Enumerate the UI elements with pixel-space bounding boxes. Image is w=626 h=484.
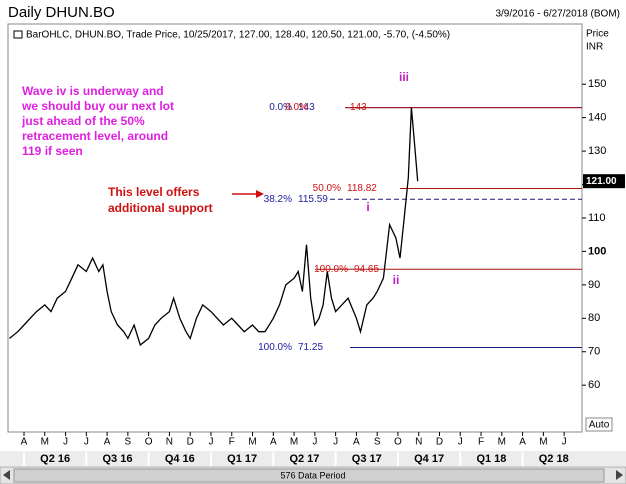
fib-pct: 0.0% — [285, 102, 308, 113]
x-tick-label: A — [353, 437, 360, 448]
quarter-label: Q3 16 — [102, 453, 132, 465]
wave-note: we should buy our next lot — [21, 99, 174, 113]
x-tick-label: A — [104, 437, 111, 448]
x-tick-label: M — [498, 437, 506, 448]
x-tick-label: M — [41, 437, 49, 448]
y-tick-label: 140 — [588, 112, 606, 124]
scroll-thumb — [13, 468, 605, 483]
wave-label: ii — [393, 273, 400, 287]
y-tick-label: 70 — [588, 346, 600, 358]
last-price-box — [583, 174, 625, 189]
x-tick-label: J — [84, 437, 89, 448]
x-tick-label: S — [125, 437, 132, 448]
quarter-label: Q1 18 — [476, 453, 506, 465]
y-tick-label: 130 — [588, 145, 606, 157]
support-note: This level offers — [108, 185, 200, 199]
quarter-label: Q4 17 — [414, 453, 444, 465]
fib-value: 94.65 — [354, 264, 379, 275]
x-tick-label: A — [519, 437, 526, 448]
x-tick-label: N — [415, 437, 422, 448]
x-tick-label: D — [436, 437, 443, 448]
fib-pct: 38.2% — [264, 194, 292, 205]
y-axis-unit: INR — [586, 42, 603, 53]
x-tick-label: M — [539, 437, 547, 448]
last-price-label: 121.00 — [586, 176, 617, 187]
auto-button[interactable] — [585, 417, 613, 432]
wave-label: i — [366, 200, 369, 214]
fib-value: 118.82 — [347, 183, 377, 194]
x-tick-label: J — [562, 437, 567, 448]
x-tick-label: F — [478, 437, 484, 448]
scroll-left[interactable] — [3, 470, 10, 480]
quarter-label: Q3 17 — [352, 453, 382, 465]
y-tick-label: 90 — [588, 279, 600, 291]
fib-pct: 50.0% — [313, 183, 341, 194]
quarter-strip — [0, 451, 626, 466]
wave-note: 119 if seen — [22, 144, 83, 158]
x-tick-label: M — [290, 437, 298, 448]
y-tick-label: 100 — [588, 245, 606, 257]
legend-icon — [13, 30, 23, 39]
fib-pct: 100.0% — [314, 264, 348, 275]
auto-label: Auto — [589, 420, 610, 431]
x-tick-label: M — [248, 437, 256, 448]
fib-value: 143 — [350, 102, 367, 113]
wave-note: Wave iv is underway and — [22, 84, 164, 98]
quarter-label: Q2 16 — [40, 453, 70, 465]
y-tick-label: 60 — [588, 379, 600, 391]
x-tick-label: F — [229, 437, 235, 448]
date-range: 3/9/2016 - 6/27/2018 (BOM) — [495, 9, 620, 20]
fib-value: 71.25 — [298, 342, 323, 353]
price-line — [9, 107, 419, 347]
legend-text: BarOHLC, DHUN.BO, Trade Price, 10/25/201… — [26, 30, 450, 41]
fib-value: 143 — [298, 102, 315, 113]
y-tick-label: 80 — [588, 312, 600, 324]
x-tick-label: O — [145, 437, 153, 448]
x-tick-label: O — [394, 437, 402, 448]
x-tick-label: J — [63, 437, 68, 448]
x-tick-label: J — [333, 437, 338, 448]
y-tick-label: 150 — [588, 78, 606, 90]
chart-title: Daily DHUN.BO — [8, 4, 115, 21]
month-strip — [0, 433, 626, 451]
quarter-label: Q2 17 — [289, 453, 319, 465]
support-note: additional support — [108, 201, 213, 215]
quarter-label: Q4 16 — [165, 453, 195, 465]
data-period: 576 Data Period — [280, 470, 345, 480]
scroll-right[interactable] — [616, 470, 623, 480]
quarter-label: Q1 17 — [227, 453, 257, 465]
plot-frame — [7, 23, 583, 433]
wave-note: retracement level, around — [22, 129, 168, 143]
fib-value: 115.59 — [298, 194, 328, 205]
x-tick-label: J — [312, 437, 317, 448]
wave-note: just ahead of the 50% — [21, 114, 145, 128]
x-tick-label: A — [270, 437, 277, 448]
fib-pct: 0.0% — [269, 102, 292, 113]
y-axis-label: Price — [586, 29, 609, 40]
x-tick-label: J — [208, 437, 213, 448]
x-tick-label: J — [458, 437, 463, 448]
arrow-head — [256, 190, 264, 198]
y-tick-label: 110 — [588, 212, 606, 224]
x-tick-label: N — [166, 437, 173, 448]
fib-pct: 100.0% — [258, 342, 292, 353]
quarter-label: Q2 18 — [539, 453, 569, 465]
wave-label: iii — [399, 70, 409, 84]
x-tick-label: A — [21, 437, 28, 448]
x-tick-label: S — [374, 437, 381, 448]
x-tick-label: D — [187, 437, 194, 448]
